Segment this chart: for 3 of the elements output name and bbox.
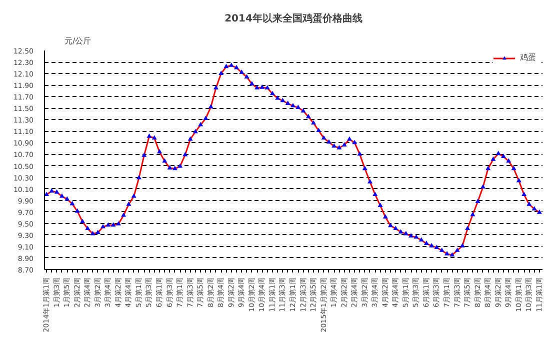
y-axis-title: 元/公斤 [64, 36, 92, 46]
chart-title: 2014年以来全国鸡蛋价格曲线 [224, 12, 362, 24]
legend-label: 鸡蛋 [520, 52, 537, 63]
